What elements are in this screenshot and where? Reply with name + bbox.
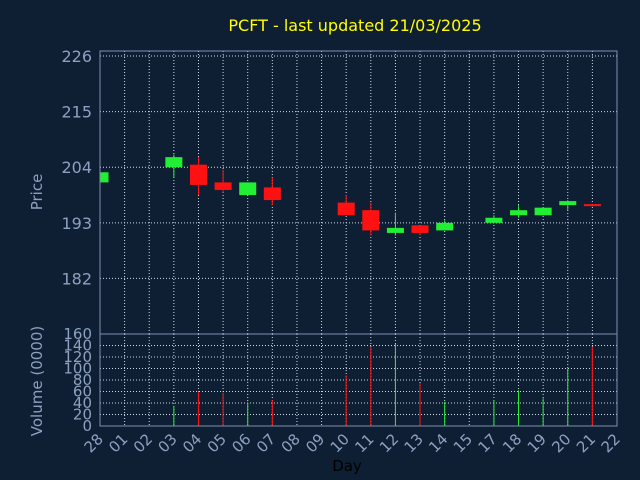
volume-tick-label: 120: [63, 348, 92, 366]
volume-tick-label: 160: [63, 325, 92, 343]
candle-body: [583, 204, 601, 207]
price-axis-label: Price: [28, 174, 46, 211]
volume-tick-label: 100: [63, 360, 92, 378]
volume-panel-frame: [99, 333, 618, 427]
volume-tick-label: 40: [73, 394, 92, 412]
candle-body: [263, 187, 281, 201]
price-tick-labels: 182 193 204 215 226: [61, 47, 92, 288]
volume-axis-label: Volume (0000): [28, 326, 46, 436]
volume-tick-label: 60: [73, 383, 92, 401]
volume-tick-label: 140: [63, 337, 92, 355]
candle-body: [189, 164, 207, 185]
candle-body: [214, 182, 232, 190]
price-tick-label: 182: [61, 269, 92, 288]
candle-body: [100, 172, 109, 183]
candle-body: [534, 207, 552, 216]
chart-title: PCFT - last updated 21/03/2025: [228, 16, 481, 35]
candle-body: [239, 182, 257, 196]
price-tick-label: 193: [61, 214, 92, 233]
price-tick-label: 226: [61, 47, 92, 66]
candle-body: [386, 227, 404, 233]
candlesticks: [99, 154, 601, 236]
candle-body: [411, 225, 429, 233]
candle-body: [485, 217, 503, 223]
candle-body: [337, 202, 355, 216]
candle-body: [559, 201, 577, 206]
price-tick-label: 204: [61, 158, 92, 177]
volume-bars: [173, 343, 593, 426]
volume-tick-label: 80: [73, 371, 92, 389]
candle-body: [165, 157, 183, 168]
candle-body: [362, 210, 380, 231]
volume-tick-label: 20: [73, 406, 92, 424]
candle-body: [436, 222, 454, 231]
price-tick-label: 215: [61, 103, 92, 122]
candle-body: [510, 210, 528, 216]
x-axis-label: Day: [332, 457, 362, 475]
volume-tick-label: 0: [82, 417, 92, 435]
